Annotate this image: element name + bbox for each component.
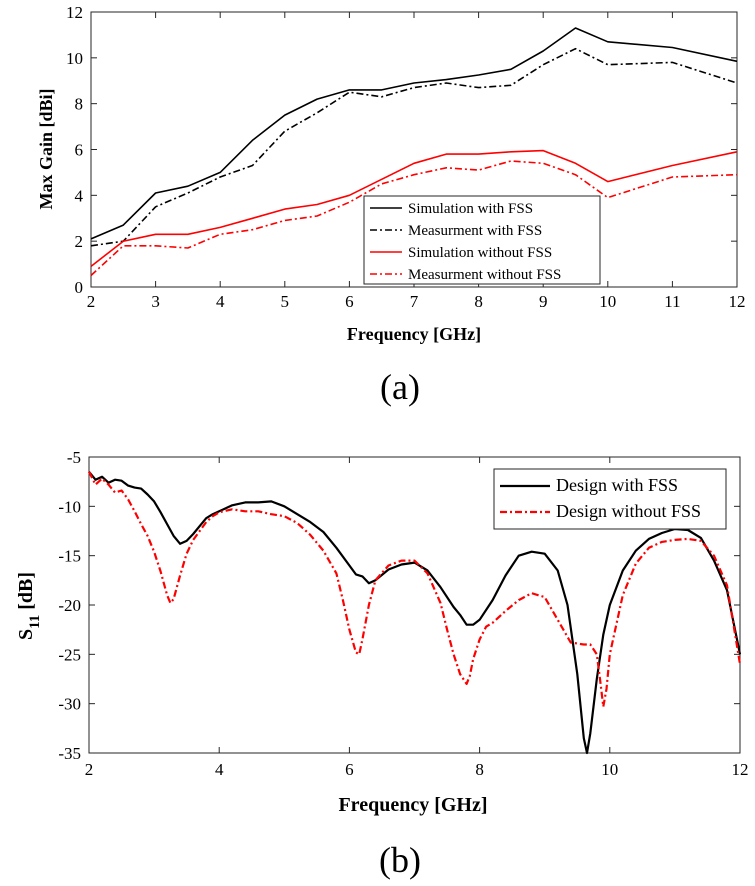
chart-a-y-tick-label: 0 <box>75 278 84 297</box>
chart-b-y-tick-label: -15 <box>58 547 81 566</box>
chart-b-x-axis-label: Frequency [GHz] <box>338 794 487 816</box>
chart-a-x-tick-label: 11 <box>664 292 680 311</box>
chart-b-x-tick-label: 8 <box>475 760 484 779</box>
chart-b: 2 4 6 8 10 12 -35 -30 -25 -20 -15 -10 -5 Frequency [… <box>15 448 749 880</box>
chart-b-series-line-1 <box>88 471 742 708</box>
chart-b-y-tick-label: -30 <box>58 695 81 714</box>
chart-b-grid <box>89 457 740 753</box>
chart-a-x-tick-label: 9 <box>539 292 548 311</box>
chart-b-x-tick-label: 12 <box>732 760 749 779</box>
chart-a-x-tick-label: 6 <box>345 292 354 311</box>
chart-b-legend: Design with FSS Design without FSS <box>493 468 727 530</box>
chart-b-x-tick-label: 4 <box>215 760 224 779</box>
chart-a-series-line-0 <box>90 27 738 240</box>
chart-b-y-axis-label: S11 [dB] <box>15 572 43 640</box>
chart-b-x-tick-label: 10 <box>601 760 618 779</box>
chart-a-x-tick-label: 10 <box>599 292 616 311</box>
chart-a-y-tick-label: 8 <box>75 95 84 114</box>
chart-a-legend-label-3: Measurment without FSS <box>408 267 561 283</box>
chart-a-y-tick-label: 10 <box>66 49 83 68</box>
chart-a-grid <box>91 12 737 287</box>
chart-b-legend-label-0: Design with FSS <box>556 475 678 495</box>
chart-a-y-tick-label: 6 <box>75 141 84 160</box>
chart-b-y-tick-label: -25 <box>58 645 81 664</box>
chart-b-x-tick-label: 2 <box>85 760 94 779</box>
chart-a-legend-label-0: Simulation with FSS <box>408 201 533 217</box>
chart-a-y-axis-label: Max Gain [dBi] <box>36 88 56 209</box>
chart-a-x-tick-label: 12 <box>729 292 746 311</box>
chart-b-legend-box <box>493 468 727 530</box>
chart-a-legend-label-1: Measurment with FSS <box>408 223 542 239</box>
chart-a-legend-box <box>363 195 601 285</box>
chart-a-x-tick-label: 3 <box>151 292 160 311</box>
chart-b-x-tick-label: 6 <box>345 760 354 779</box>
chart-a-legend: Simulation with FSS Measurment with FSS Si… <box>363 195 601 285</box>
chart-a-x-tick-label: 8 <box>474 292 483 311</box>
chart-a-x-axis-label: Frequency [GHz] <box>347 324 481 344</box>
chart-a-x-tick-label: 4 <box>216 292 225 311</box>
chart-b-y-tick-label: -20 <box>58 596 81 615</box>
chart-a-x-tick-label: 2 <box>87 292 96 311</box>
chart-a-y-tick-label: 4 <box>75 186 84 205</box>
chart-b-y-tick-label: -5 <box>67 448 81 467</box>
chart-a-x-tick-label: 5 <box>281 292 290 311</box>
chart-b-y-tick-label: -10 <box>58 497 81 516</box>
chart-a-series <box>90 27 738 277</box>
chart-a-series-line-1 <box>90 47 738 247</box>
chart-b-series <box>88 471 742 755</box>
chart-a-caption: (a) <box>380 367 420 407</box>
chart-b-legend-label-1: Design without FSS <box>556 501 701 521</box>
chart-a-y-tick-label: 12 <box>66 3 83 22</box>
chart-b-y-tick-label: -35 <box>58 744 81 763</box>
chart-b-series-line-0 <box>88 471 742 755</box>
chart-a-legend-label-2: Simulation without FSS <box>408 245 552 261</box>
chart-a-series-line-2 <box>90 149 738 268</box>
chart-a-series-line-3 <box>90 160 738 277</box>
chart-b-caption: (b) <box>379 840 421 880</box>
chart-a-x-tick-label: 7 <box>410 292 419 311</box>
chart-b-ticks: 2 4 6 8 10 12 -35 -30 -25 -20 -15 -10 -5 <box>58 448 748 779</box>
chart-a-y-tick-label: 2 <box>75 232 84 251</box>
